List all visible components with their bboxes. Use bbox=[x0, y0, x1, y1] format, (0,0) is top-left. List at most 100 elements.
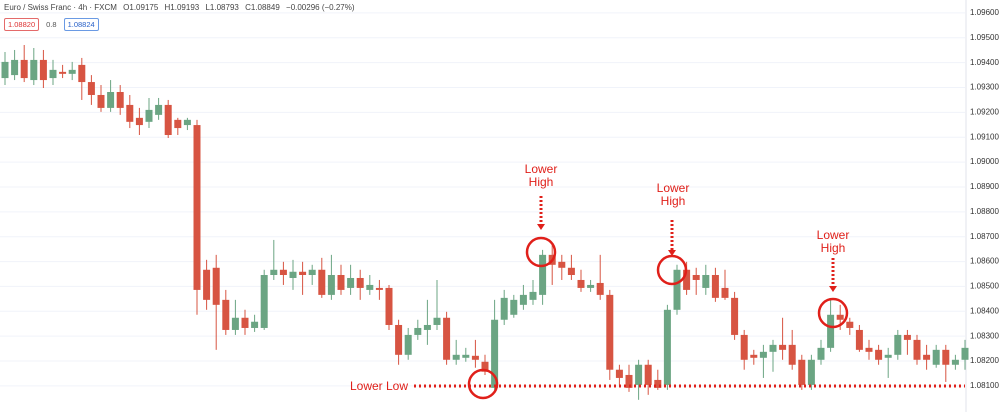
candle-body bbox=[788, 344, 796, 365]
y-tick-label: 1.09500 bbox=[970, 33, 999, 42]
candle-body bbox=[49, 69, 57, 79]
arrow-head bbox=[829, 286, 837, 292]
annotation: Lower Low bbox=[349, 379, 409, 393]
header: Euro / Swiss Franc · 4h · FXCM O1.09175 … bbox=[4, 3, 359, 12]
header-value: −0.00296 (−0.27%) bbox=[286, 3, 355, 12]
candle-body bbox=[68, 69, 76, 74]
candle-body bbox=[731, 297, 739, 335]
y-tick-label: 1.09400 bbox=[970, 58, 999, 67]
candle-body bbox=[702, 274, 710, 288]
candle-body bbox=[539, 254, 547, 295]
candle-body bbox=[836, 314, 844, 320]
candle-body bbox=[11, 59, 19, 76]
candle-body bbox=[577, 279, 585, 288]
candle-body bbox=[87, 82, 95, 95]
y-tick-label: 1.09200 bbox=[970, 107, 999, 116]
candle-body bbox=[414, 327, 422, 335]
candle-body bbox=[817, 347, 825, 360]
candle-body bbox=[711, 274, 719, 298]
candle-body bbox=[683, 269, 691, 290]
candle-body bbox=[635, 364, 643, 385]
annotation: Lower High bbox=[816, 228, 850, 255]
candle-body bbox=[740, 334, 748, 360]
annotation-circle bbox=[817, 297, 849, 329]
candle-body bbox=[318, 269, 326, 295]
annotation: Lower High bbox=[656, 181, 690, 208]
y-tick-label: 1.08200 bbox=[970, 356, 999, 365]
candle-body bbox=[203, 269, 211, 300]
y-tick-label: 1.08100 bbox=[970, 381, 999, 390]
candle-body bbox=[174, 119, 182, 129]
candle-body bbox=[471, 355, 479, 360]
header-value: L1.08793 bbox=[205, 3, 239, 12]
candle-body bbox=[337, 274, 345, 290]
candle-body bbox=[135, 117, 143, 126]
candle-body bbox=[433, 317, 441, 325]
candle-body bbox=[452, 354, 460, 360]
candle-body bbox=[183, 119, 191, 126]
buy-badge[interactable]: 1.08824 bbox=[63, 18, 99, 31]
candle-body bbox=[395, 324, 403, 355]
candle-body bbox=[491, 319, 499, 388]
candle-body bbox=[951, 359, 959, 365]
candle-body bbox=[807, 359, 815, 385]
candle-body bbox=[1, 61, 9, 79]
y-tick-label: 1.08600 bbox=[970, 257, 999, 266]
candle-body bbox=[327, 274, 335, 295]
candle-body bbox=[923, 354, 931, 360]
y-tick-label: 1.09300 bbox=[970, 83, 999, 92]
candle-body bbox=[884, 354, 892, 358]
candle-body bbox=[231, 317, 239, 330]
candle-body bbox=[529, 291, 537, 300]
candle-body bbox=[59, 71, 67, 74]
candle-body bbox=[510, 299, 518, 315]
header-value: H1.09193 bbox=[164, 3, 200, 12]
y-tick-label: 1.09000 bbox=[970, 157, 999, 166]
candle-body bbox=[663, 309, 671, 385]
sell-badge[interactable]: 1.08820 bbox=[4, 18, 40, 31]
candle-body bbox=[289, 271, 297, 278]
candle-body bbox=[30, 59, 38, 81]
candle-body bbox=[875, 349, 883, 360]
candle-body bbox=[97, 94, 105, 108]
candle-body bbox=[385, 287, 393, 325]
candle-body bbox=[932, 349, 940, 365]
candle-body bbox=[155, 104, 163, 115]
candle-body bbox=[903, 334, 911, 340]
candle-body bbox=[827, 314, 835, 348]
candle-body bbox=[116, 91, 124, 108]
annotation-circle bbox=[525, 236, 557, 268]
candle-body bbox=[366, 284, 374, 290]
candle-body bbox=[241, 317, 249, 328]
candle-body bbox=[462, 354, 470, 358]
candle-body bbox=[855, 329, 863, 350]
annotation-circle bbox=[467, 368, 499, 400]
candle-body bbox=[615, 369, 623, 378]
candle-body bbox=[443, 317, 451, 360]
y-tick-label: 1.08800 bbox=[970, 207, 999, 216]
candle-body bbox=[721, 287, 729, 298]
candle-body bbox=[519, 294, 527, 305]
arrow-head bbox=[668, 250, 676, 256]
candle-body bbox=[423, 324, 431, 330]
annotation: Lower High bbox=[524, 162, 558, 189]
candle-body bbox=[481, 361, 489, 372]
candle-body bbox=[375, 287, 383, 290]
candle-body bbox=[913, 339, 921, 360]
candle-body bbox=[606, 294, 614, 370]
candle-body bbox=[692, 274, 700, 280]
candle-body bbox=[107, 91, 115, 108]
candle-body bbox=[356, 277, 364, 288]
candle-body bbox=[126, 104, 134, 122]
y-tick-label: 1.08300 bbox=[970, 331, 999, 340]
spread: 0.8 bbox=[46, 20, 57, 29]
candle-body bbox=[673, 269, 681, 310]
candle-body bbox=[769, 344, 777, 352]
candle-body bbox=[270, 269, 278, 275]
candle-body bbox=[20, 59, 28, 79]
candle-body bbox=[865, 347, 873, 352]
y-tick-label: 1.09100 bbox=[970, 132, 999, 141]
candle-body bbox=[779, 344, 787, 350]
candle-body bbox=[299, 271, 307, 275]
candle-body bbox=[654, 379, 662, 388]
